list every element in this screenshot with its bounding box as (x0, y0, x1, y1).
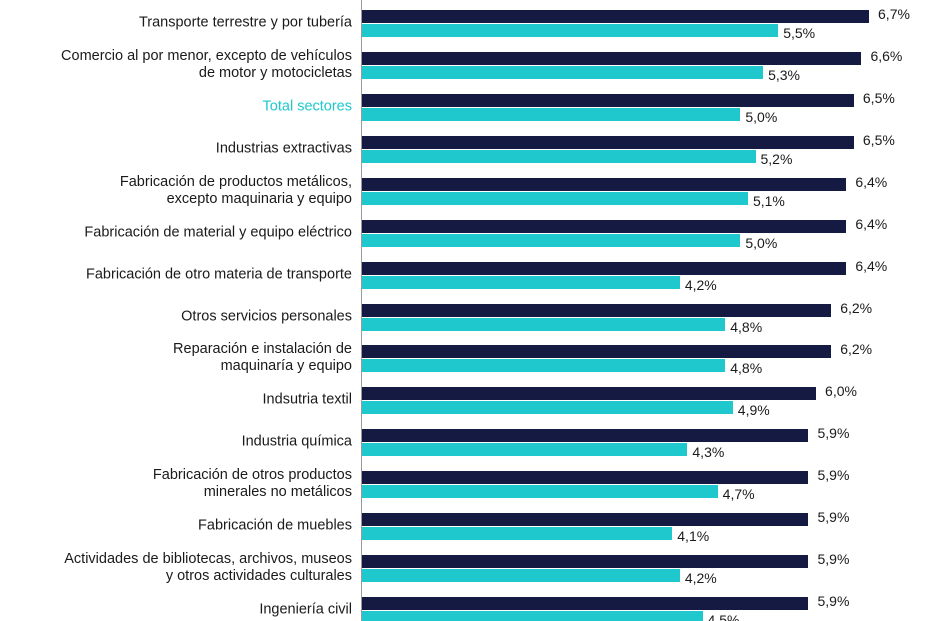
category-label: Fabricación de otros productos minerales… (152, 467, 352, 501)
category-label: Fabricación de material y equipo eléctri… (84, 224, 352, 241)
category-label: Transporte terrestre y por tubería (138, 14, 352, 31)
bar (362, 555, 809, 569)
category-label: Actividades de bibliotecas, archivos, mu… (64, 551, 352, 585)
bar (362, 303, 832, 317)
bar (362, 51, 862, 65)
bar (362, 219, 847, 233)
category-label: Ingeniería civil (259, 601, 352, 618)
value-label: 6,5% (862, 89, 895, 106)
category-label: Otros servicios personales (181, 308, 352, 324)
bar (362, 135, 854, 149)
value-label: 6,0% (825, 383, 857, 400)
bar (362, 387, 817, 401)
bar (362, 527, 673, 541)
bar (362, 345, 832, 359)
value-label: 5,0% (745, 108, 778, 125)
bar (362, 611, 703, 621)
value-label: 6,4% (855, 257, 888, 274)
bar (362, 177, 847, 191)
value-label: 5,1% (752, 192, 785, 209)
bar (362, 513, 809, 527)
value-label: 4,3% (692, 444, 725, 461)
category-label: Industrias extractivas (215, 140, 352, 157)
bar (362, 261, 847, 275)
bar (362, 569, 680, 583)
value-label: 6,2% (840, 299, 873, 316)
value-label: 4,5% (707, 612, 740, 621)
bar (362, 471, 809, 485)
value-label: 4,2% (684, 570, 717, 587)
value-label: 6,4% (855, 215, 888, 232)
value-label: 4,8% (730, 360, 763, 377)
value-label: 6,6% (870, 47, 903, 64)
bar (362, 317, 726, 331)
bar (362, 359, 726, 373)
category-label: Total sectores (262, 98, 352, 115)
bar (362, 233, 741, 247)
bar (362, 275, 680, 289)
value-label: 4,8% (730, 318, 763, 335)
bar (362, 149, 756, 163)
category-label: Indsutria textil (262, 391, 352, 408)
value-label: 6,5% (862, 131, 895, 148)
bar (362, 443, 688, 457)
value-label: 4,9% (737, 402, 770, 419)
bar (362, 401, 733, 415)
bar (362, 107, 741, 121)
value-label: 6,2% (840, 341, 873, 358)
bar (362, 24, 779, 37)
value-label: 4,2% (684, 276, 717, 293)
axis-line (361, 0, 362, 621)
category-label: Reparación e instalación de maquinaría y… (173, 341, 352, 375)
category-label: Fabricación de muebles (198, 517, 352, 534)
bar (362, 93, 854, 107)
bar (362, 191, 748, 205)
value-label: 4,1% (677, 528, 710, 545)
value-label: 5,2% (760, 150, 793, 167)
value-label: 5,5% (783, 25, 816, 41)
bar (362, 597, 809, 611)
value-label: 5,9% (817, 551, 850, 568)
value-label: 6,4% (855, 173, 888, 190)
bar (362, 429, 809, 443)
value-label: 5,9% (817, 509, 850, 526)
value-label: 5,9% (817, 593, 850, 610)
bar (362, 485, 718, 499)
value-label: 5,9% (817, 467, 850, 484)
category-label: Fabricación de productos metálicos, exce… (119, 173, 352, 207)
value-label: 5,3% (768, 66, 800, 83)
bar (362, 65, 764, 79)
value-label: 5,9% (817, 425, 850, 442)
bar (362, 10, 870, 23)
value-label: 5,0% (745, 234, 778, 251)
value-label: 4,7% (722, 486, 755, 503)
category-label: Industria química (241, 433, 352, 450)
value-label: 6,7% (878, 6, 910, 22)
category-label: Comercio al por menor, excepto de vehícu… (61, 47, 352, 81)
category-label: Fabricación de otro materia de transport… (86, 266, 352, 283)
